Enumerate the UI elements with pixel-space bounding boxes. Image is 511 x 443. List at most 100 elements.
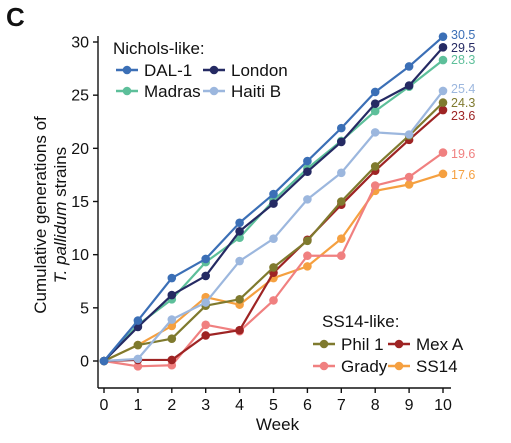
data-point-london — [201, 271, 210, 281]
x-tick-label: 9 — [405, 397, 414, 414]
legend-swatch-marker — [209, 86, 219, 96]
legend-entry-ss14: SS14 — [388, 357, 458, 376]
data-point-phil-1 — [235, 295, 244, 304]
legend-swatch-marker — [319, 361, 329, 371]
y-tick-label: 15 — [71, 194, 89, 211]
data-point-haiti-b — [337, 168, 346, 178]
data-point-phil-1 — [133, 340, 143, 350]
legend-label: London — [231, 61, 288, 80]
data-point-ss14 — [303, 262, 312, 271]
data-point-haiti-b — [269, 234, 278, 244]
end-label-haiti-b: 25.4 — [451, 82, 475, 96]
end-label-dal-1: 30.5 — [451, 28, 475, 42]
axes: 0 5 10 15 20 25 30 0 1 2 3 4 5 6 7 8 9 10 Week Cumulative g… — [31, 35, 452, 435]
data-point-grady — [438, 148, 448, 157]
data-point-haiti-b — [235, 256, 244, 266]
y-tick-label: 25 — [71, 88, 89, 105]
x-tick-label: 2 — [167, 397, 176, 414]
data-point-london — [303, 167, 312, 177]
data-point-grady — [404, 172, 414, 182]
series-dal-1 — [99, 32, 448, 366]
legend-entry-phil-1: Phil 1 — [313, 335, 384, 354]
data-point-haiti-b — [370, 128, 380, 137]
data-point-ss14 — [167, 321, 177, 331]
legend-heading-nichols: Nichols-like: — [113, 39, 205, 58]
data-point-haiti-b — [201, 298, 210, 307]
legend-entry-mex-a: Mex A — [388, 335, 464, 354]
data-point-haiti-b — [167, 315, 177, 324]
data-point-dal-1 — [235, 218, 244, 228]
data-point-london — [269, 199, 278, 208]
data-point-london — [167, 290, 177, 300]
data-point-mex-a — [235, 325, 244, 335]
y-tick-label: 30 — [71, 35, 89, 52]
data-point-mex-a — [201, 331, 210, 340]
data-point-london — [438, 43, 448, 52]
x-tick-label: 6 — [303, 397, 312, 414]
legend-label: SS14 — [416, 357, 458, 376]
legend-entry-dal-1: DAL-1 — [116, 61, 192, 80]
x-tick-label: 7 — [337, 397, 346, 414]
legend-label: DAL-1 — [144, 61, 192, 80]
data-point-london — [370, 99, 380, 108]
data-point-dal-1 — [370, 87, 380, 97]
data-point-dal-1 — [269, 189, 278, 199]
legend-ss14-like: SS14-like: Phil 1 Mex A Grady SS14 — [313, 312, 464, 376]
x-tick-label: 8 — [371, 397, 380, 414]
end-label-madras: 28.3 — [451, 53, 475, 67]
data-point-haiti-b — [404, 130, 414, 139]
data-point-phil-1 — [337, 197, 346, 206]
data-point-dal-1 — [438, 32, 448, 41]
data-point-london — [235, 226, 244, 236]
legend-label: Mex A — [416, 335, 464, 354]
y-axis-title-line1: Cumulative generations of — [31, 116, 50, 314]
legend-swatch-marker — [122, 86, 132, 96]
end-label-phil-1: 24.3 — [451, 96, 475, 110]
data-point-grady — [370, 181, 380, 190]
data-point-ss14 — [438, 169, 448, 179]
x-tick-label: 4 — [235, 397, 244, 414]
y-tick-label: 20 — [71, 141, 89, 158]
data-point-mex-a — [167, 355, 177, 365]
data-point-haiti-b — [438, 86, 448, 96]
y-tick-label: 0 — [80, 354, 89, 371]
data-point-phil-1 — [438, 98, 448, 107]
data-point-dal-1 — [337, 123, 346, 133]
legend-entry-haiti-b: Haiti B — [203, 82, 281, 101]
data-point-dal-1 — [303, 156, 312, 166]
legend-label: Grady — [341, 357, 388, 376]
data-point-mex-a — [438, 105, 448, 115]
legend-entry-london: London — [203, 61, 288, 80]
data-point-grady — [337, 251, 346, 261]
legend-label: Phil 1 — [341, 335, 384, 354]
data-point-grady — [201, 320, 210, 330]
legend-entry-madras: Madras — [116, 82, 201, 101]
series-london — [99, 43, 448, 366]
legend-entry-grady: Grady — [313, 357, 388, 376]
data-point-london — [337, 137, 346, 147]
data-point-dal-1 — [167, 273, 177, 283]
end-label-grady: 19.6 — [451, 147, 475, 161]
data-point-madras — [438, 55, 448, 65]
x-tick-label: 5 — [269, 397, 278, 414]
data-point-grady — [269, 296, 278, 305]
series-layer — [99, 32, 448, 371]
end-label-mex-a: 23.6 — [451, 109, 475, 123]
data-point-ss14 — [404, 180, 414, 189]
x-tick-label: 3 — [201, 397, 210, 414]
data-point-grady — [133, 362, 143, 371]
data-point-haiti-b — [133, 354, 143, 364]
legend-label: Madras — [144, 82, 201, 101]
legend-swatch-marker — [319, 339, 329, 349]
data-point-ss14 — [337, 234, 346, 244]
legend-label: Haiti B — [231, 82, 281, 101]
data-point-dal-1 — [201, 254, 210, 264]
x-tick-label: 0 — [100, 397, 109, 414]
y-axis-title-species: T. pallidum — [51, 202, 70, 284]
data-point-phil-1 — [269, 263, 278, 272]
x-tick-label: 10 — [434, 397, 452, 414]
legend-nichols-like: Nichols-like: DAL-1 London Madras Haiti B — [113, 39, 288, 101]
end-labels: 30.529.528.3 25.424.323.6 19.6 17.6 — [451, 28, 475, 182]
data-point-phil-1 — [167, 334, 177, 343]
